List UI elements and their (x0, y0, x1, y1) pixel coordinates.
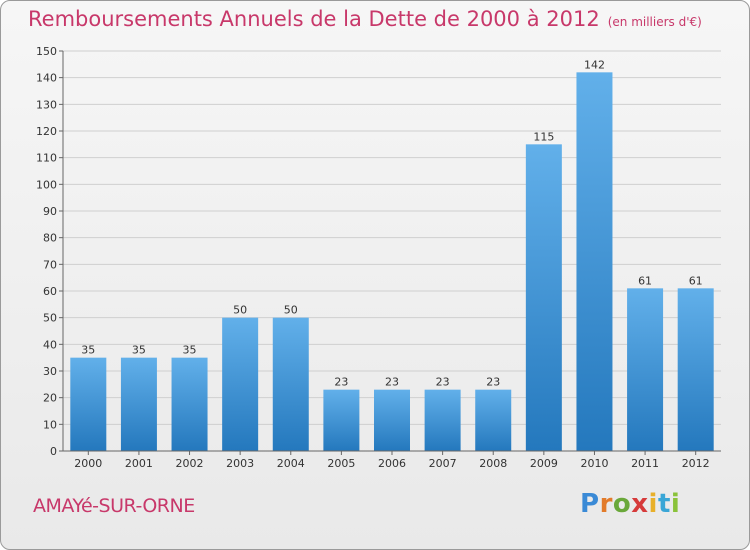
bar (424, 389, 461, 451)
y-tick-label: 150 (36, 45, 57, 58)
y-tick-label: 110 (36, 152, 57, 165)
bar (475, 389, 512, 451)
bar-value-label: 23 (436, 376, 450, 389)
x-tick-label: 2010 (580, 457, 608, 470)
x-tick-label: 2002 (176, 457, 204, 470)
bar-value-label: 35 (81, 344, 95, 357)
x-tick-label: 2007 (429, 457, 457, 470)
bar (627, 288, 664, 451)
logo-letter: P (580, 489, 600, 519)
bar-value-label: 35 (132, 344, 146, 357)
bar-value-label: 23 (385, 376, 399, 389)
x-tick-label: 2006 (378, 457, 406, 470)
bar (576, 72, 613, 451)
y-tick-label: 80 (43, 232, 57, 245)
y-tick-label: 50 (43, 312, 57, 325)
bar (323, 389, 360, 451)
y-tick-label: 30 (43, 365, 57, 378)
x-tick-label: 2008 (479, 457, 507, 470)
logo-letter: i (670, 489, 681, 519)
bar (171, 357, 208, 451)
chart-title-unit: (en milliers d'€) (607, 15, 702, 29)
bar-value-label: 50 (284, 304, 298, 317)
y-tick-label: 130 (36, 98, 57, 111)
y-tick-label: 90 (43, 205, 57, 218)
logo-letter: t (657, 489, 671, 519)
logo-letter: i (648, 489, 658, 519)
commune-name: AMAYé-SUR-ORNE (33, 495, 195, 517)
bar (525, 144, 562, 452)
y-tick-label: 20 (43, 392, 57, 405)
x-tick-label: 2012 (682, 457, 710, 470)
y-tick-label: 10 (43, 418, 57, 431)
logo-letter: x (631, 489, 649, 519)
proxiti-logo: Proxiti (580, 489, 680, 519)
y-tick-label: 140 (36, 72, 57, 85)
bar-value-label: 23 (334, 376, 348, 389)
x-tick-label: 2000 (74, 457, 102, 470)
bar (70, 357, 107, 451)
y-tick-label: 70 (43, 258, 57, 271)
bar-value-label: 142 (584, 58, 605, 71)
y-tick-label: 60 (43, 285, 57, 298)
logo-letter: o (612, 489, 632, 519)
chart-title: Remboursements Annuels de la Dette de 20… (28, 7, 702, 31)
bar (677, 288, 714, 451)
x-tick-label: 2005 (327, 457, 355, 470)
axes (59, 50, 721, 455)
bar (374, 389, 410, 451)
bar (222, 317, 259, 451)
y-tick-label: 40 (43, 338, 57, 351)
y-tick-label: 120 (36, 125, 57, 138)
x-tick-label: 2009 (530, 457, 558, 470)
bar-value-label: 50 (233, 304, 247, 317)
bar-value-label: 115 (533, 130, 554, 143)
chart-title-main: Remboursements Annuels de la Dette de 20… (28, 7, 600, 31)
labels: 0 10 20 30 40 50 60 70 80 90 100 110 120 130 140 150 35 2… (36, 45, 710, 470)
y-tick-label: 100 (36, 178, 57, 191)
bar (120, 357, 157, 451)
bar-value-label: 61 (638, 274, 652, 287)
bar-value-label: 61 (689, 274, 703, 287)
x-tick-label: 2001 (125, 457, 153, 470)
bar-value-label: 35 (183, 344, 197, 357)
x-tick-label: 2004 (277, 457, 305, 470)
x-tick-label: 2003 (226, 457, 254, 470)
logo-letter: r (599, 489, 613, 519)
bar (272, 317, 309, 451)
x-tick-label: 2011 (631, 457, 659, 470)
grid-lines (63, 50, 721, 425)
bars (70, 72, 714, 452)
y-tick-label: 0 (50, 445, 57, 458)
bar-value-label: 23 (486, 376, 500, 389)
